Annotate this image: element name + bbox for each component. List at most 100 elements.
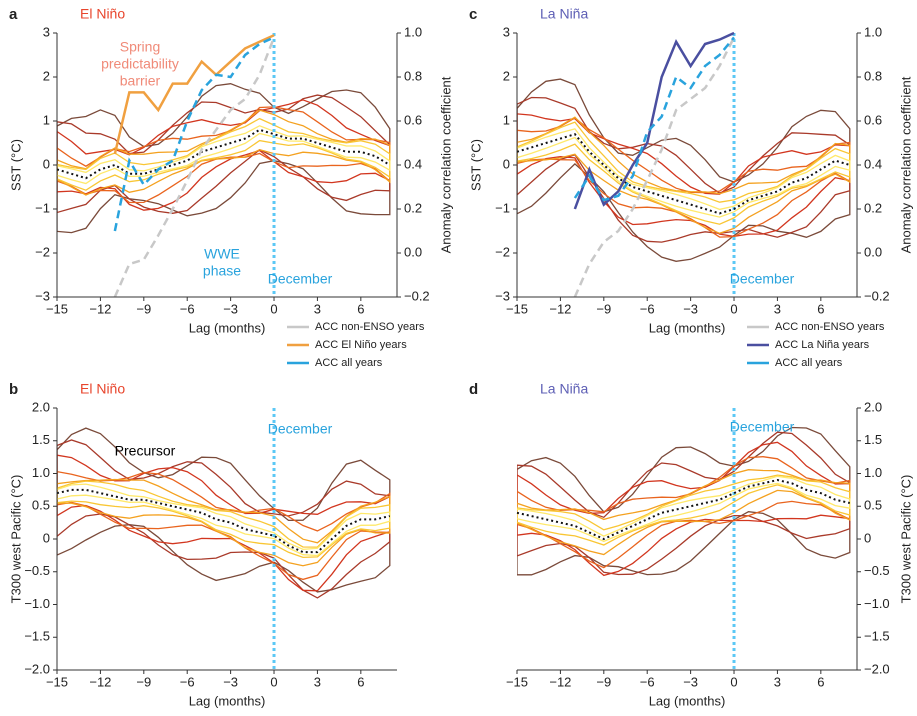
- y-tick-label: 2.0: [864, 399, 882, 414]
- y-tick-label: 0: [864, 530, 871, 545]
- panel-letter: a: [9, 6, 18, 23]
- x-tick-label: −6: [640, 674, 655, 689]
- y2-tick-label: −0.2: [404, 288, 430, 303]
- x-tick-label: 3: [314, 674, 321, 689]
- annotation: barrier: [120, 73, 161, 89]
- panel: ACC non-ENSO years ACC El Niño years ACC a…: [8, 6, 453, 369]
- y-tick-label: −2.0: [24, 661, 50, 676]
- x-tick-label: −9: [596, 674, 611, 689]
- acc-line: [113, 34, 275, 155]
- y-tick-label: 1: [43, 112, 50, 127]
- y-tick-label: 0.5: [864, 498, 882, 513]
- panel-letter: c: [469, 6, 477, 23]
- y-tick-label: −1.0: [24, 596, 50, 611]
- panel-title: La Niña: [540, 6, 588, 22]
- y2-tick-label: 0.8: [864, 68, 882, 83]
- acc-line: [573, 36, 735, 202]
- y2-tick-label: 1.0: [864, 24, 882, 39]
- contour: [57, 427, 391, 593]
- annotation: WWE: [204, 246, 240, 262]
- x-tick-label: −3: [223, 301, 238, 316]
- x-tick-label: −15: [46, 674, 68, 689]
- annotation: December: [730, 271, 795, 287]
- legend-label: ACC all years: [775, 357, 843, 369]
- x-tick-label: −15: [506, 674, 528, 689]
- y-tick-label: 0: [503, 156, 510, 171]
- contour: [57, 483, 391, 557]
- contour: [517, 475, 851, 543]
- y-tick-label: −0.5: [864, 563, 890, 578]
- y-axis-label: SST (°C): [468, 139, 483, 191]
- contour: [517, 121, 851, 225]
- x-axis-label: Lag (months): [189, 693, 266, 708]
- y2-axis-label: Anomaly correlation coefficient: [898, 76, 913, 253]
- y2-tick-label: 0.2: [404, 200, 422, 215]
- y-tick-label: −1: [35, 200, 50, 215]
- contour: [517, 117, 851, 238]
- x-tick-label: −9: [596, 301, 611, 316]
- x-axis-label: Lag (months): [649, 320, 726, 335]
- x-tick-label: −6: [180, 301, 195, 316]
- y-tick-label: 1.5: [32, 432, 50, 447]
- legend-label: ACC non-ENSO years: [775, 321, 885, 333]
- y-tick-label: −1.5: [24, 629, 50, 644]
- contour: [517, 474, 851, 546]
- contour: [517, 128, 851, 218]
- y2-tick-label: 0.8: [404, 68, 422, 83]
- x-tick-label: −15: [46, 301, 68, 316]
- x-tick-label: −9: [136, 301, 151, 316]
- x-tick-label: 0: [730, 301, 737, 316]
- legend-label: ACC non-ENSO years: [315, 321, 425, 333]
- y2-tick-label: 0.4: [864, 156, 882, 171]
- median-line: [56, 488, 390, 554]
- y-tick-label: 3: [43, 24, 50, 39]
- annotation: Precursor: [115, 443, 176, 459]
- y2-tick-label: 0.2: [864, 200, 882, 215]
- annotation: December: [268, 271, 333, 287]
- panel-letter: b: [9, 381, 18, 398]
- y2-tick-label: 0.0: [864, 244, 882, 259]
- x-tick-label: −9: [136, 674, 151, 689]
- x-tick-label: 0: [730, 674, 737, 689]
- acc-line: [573, 31, 735, 210]
- y-tick-label: 1.0: [864, 465, 882, 480]
- y-tick-label: −0.5: [24, 563, 50, 578]
- x-tick-label: −12: [89, 301, 111, 316]
- legend-label: ACC El Niño years: [315, 339, 407, 351]
- x-tick-label: 6: [357, 674, 364, 689]
- contour: [57, 125, 391, 185]
- contour: [57, 480, 391, 559]
- panel-title: La Niña: [540, 381, 588, 397]
- x-tick-label: 6: [817, 674, 824, 689]
- contour: [517, 431, 851, 576]
- x-tick-label: 3: [314, 301, 321, 316]
- legend-label: ACC La Niña years: [775, 339, 870, 351]
- contour: [57, 478, 391, 567]
- contour: [57, 94, 391, 214]
- x-axis-label: Lag (months): [189, 320, 266, 335]
- x-tick-label: −12: [549, 301, 571, 316]
- annotation: predictability: [101, 56, 179, 72]
- y-tick-label: 1: [503, 112, 510, 127]
- y-axis-label: T300 west Pacific (°C): [8, 475, 23, 604]
- median-line: [516, 479, 850, 541]
- y2-tick-label: 0.6: [864, 112, 882, 127]
- y-tick-label: 2: [43, 68, 50, 83]
- y-axis-label: SST (°C): [8, 139, 23, 191]
- contour: [517, 426, 851, 576]
- y2-tick-label: 0.0: [404, 244, 422, 259]
- x-tick-label: −15: [506, 301, 528, 316]
- x-tick-label: −6: [640, 301, 655, 316]
- panel: −15 −12 −9 −6 −3 0 3 6 −2.0 −1.5 −1.0 −0.5 0 0.5 1.0 1.…: [8, 381, 397, 708]
- y2-axis-label: Anomaly correlation coefficient: [438, 76, 453, 253]
- contour: [57, 83, 391, 234]
- x-tick-label: −3: [223, 674, 238, 689]
- panel: ACC non-ENSO years ACC La Niña years ACC a…: [468, 6, 913, 369]
- acc-line: [573, 36, 736, 298]
- x-tick-label: −12: [549, 674, 571, 689]
- x-tick-label: −12: [89, 674, 111, 689]
- panel: −15 −12 −9 −6 −3 0 3 6 −2.0 −1.5 −1.0 −0.5 0 0.5 1.0 1.…: [469, 381, 913, 709]
- y-tick-label: 1.5: [864, 432, 882, 447]
